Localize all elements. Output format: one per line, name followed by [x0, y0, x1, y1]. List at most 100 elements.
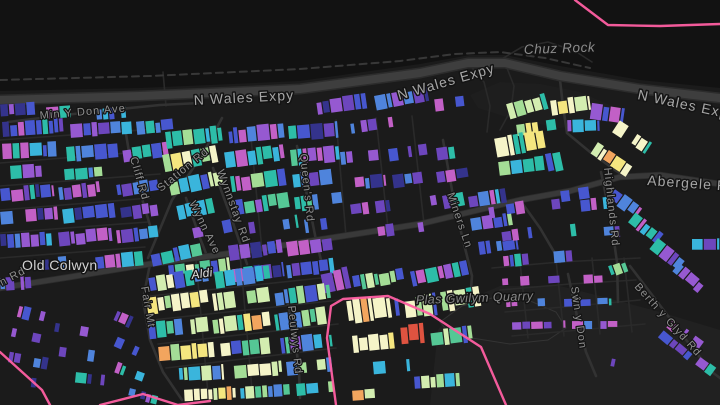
parcel-block[interactable]: [666, 320, 678, 333]
parcel[interactable]: [274, 292, 285, 306]
parcel[interactable]: [120, 206, 133, 218]
parcel[interactable]: [286, 240, 299, 257]
parcel[interactable]: [322, 145, 336, 164]
parcel[interactable]: [158, 346, 171, 362]
parcel[interactable]: [213, 388, 218, 400]
parcel[interactable]: [120, 106, 127, 119]
parcel[interactable]: [291, 262, 301, 277]
parcel[interactable]: [695, 357, 709, 371]
parcel[interactable]: [295, 383, 306, 396]
parcel[interactable]: [557, 100, 569, 115]
parcel-block[interactable]: [148, 316, 209, 340]
parcel[interactable]: [440, 291, 449, 311]
parcel[interactable]: [39, 231, 46, 246]
parcel[interactable]: [620, 162, 633, 177]
parcel-block[interactable]: [135, 118, 174, 135]
parcel[interactable]: [271, 361, 279, 377]
parcel[interactable]: [40, 356, 49, 370]
parcel[interactable]: [552, 151, 564, 172]
parcel[interactable]: [569, 223, 577, 237]
parcel[interactable]: [240, 388, 245, 399]
parcel[interactable]: [176, 204, 187, 221]
parcel[interactable]: [319, 217, 328, 230]
parcel[interactable]: [14, 103, 26, 116]
parcel[interactable]: [603, 226, 614, 236]
parcel[interactable]: [138, 179, 150, 193]
parcel[interactable]: [212, 365, 222, 380]
parcel-block[interactable]: [512, 320, 566, 330]
parcel[interactable]: [619, 108, 625, 124]
parcel[interactable]: [341, 94, 355, 112]
parcel[interactable]: [565, 250, 573, 262]
parcel[interactable]: [535, 130, 546, 149]
parcel[interactable]: [666, 320, 678, 333]
parcel[interactable]: [547, 275, 560, 284]
parcel-block[interactable]: [442, 191, 466, 210]
parcel[interactable]: [704, 363, 717, 377]
parcel[interactable]: [17, 121, 25, 136]
parcel[interactable]: [511, 299, 518, 307]
parcel-block[interactable]: [224, 144, 285, 170]
parcel[interactable]: [134, 370, 145, 382]
parcel-block[interactable]: [95, 250, 144, 271]
parcel-block[interactable]: [589, 102, 625, 124]
parcel-block[interactable]: [16, 305, 46, 324]
parcel-block[interactable]: [158, 341, 215, 362]
parcel[interactable]: [378, 272, 391, 287]
parcel[interactable]: [297, 148, 303, 166]
parcel[interactable]: [406, 358, 411, 372]
parcel-block[interactable]: [488, 200, 526, 219]
parcel[interactable]: [64, 168, 75, 181]
parcel[interactable]: [193, 388, 200, 401]
parcel[interactable]: [223, 315, 238, 332]
parcel[interactable]: [87, 184, 97, 198]
parcel[interactable]: [489, 189, 496, 205]
parcel-block[interactable]: [657, 330, 693, 361]
parcel-block[interactable]: [354, 173, 387, 190]
parcel[interactable]: [240, 176, 252, 192]
parcel[interactable]: [182, 129, 194, 146]
parcel[interactable]: [48, 120, 54, 134]
parcel[interactable]: [87, 374, 92, 384]
parcel[interactable]: [227, 244, 240, 261]
parcel[interactable]: [235, 175, 242, 191]
parcel-block[interactable]: [468, 188, 508, 208]
parcel[interactable]: [218, 258, 227, 272]
parcel-block[interactable]: [64, 166, 103, 181]
parcel[interactable]: [692, 239, 703, 250]
parcel-block[interactable]: [498, 155, 545, 176]
parcel[interactable]: [472, 286, 482, 307]
parcel[interactable]: [96, 109, 103, 120]
parcel[interactable]: [81, 145, 94, 158]
parcel[interactable]: [616, 194, 633, 212]
parcel-block[interactable]: [295, 381, 334, 396]
parcel[interactable]: [160, 250, 175, 265]
parcel[interactable]: [200, 174, 210, 190]
parcel-block[interactable]: [603, 225, 621, 239]
parcel-block[interactable]: [352, 388, 376, 401]
parcel[interactable]: [649, 238, 667, 256]
parcel[interactable]: [323, 122, 335, 138]
parcel[interactable]: [160, 118, 174, 131]
parcel[interactable]: [334, 121, 339, 138]
parcel[interactable]: [97, 122, 110, 135]
parcel[interactable]: [612, 120, 629, 139]
parcel[interactable]: [58, 346, 67, 358]
parcel[interactable]: [560, 190, 571, 203]
parcel[interactable]: [692, 281, 704, 293]
parcel[interactable]: [309, 308, 317, 323]
parcel[interactable]: [243, 200, 256, 214]
parcel[interactable]: [574, 95, 588, 112]
parcel[interactable]: [59, 105, 71, 119]
parcel[interactable]: [668, 339, 679, 349]
parcel[interactable]: [74, 207, 83, 221]
parcel-block[interactable]: [352, 267, 405, 291]
parcel[interactable]: [267, 386, 273, 398]
parcel[interactable]: [275, 239, 283, 254]
parcel[interactable]: [234, 268, 243, 286]
parcel[interactable]: [274, 314, 280, 331]
parcel[interactable]: [608, 298, 612, 306]
parcel[interactable]: [383, 174, 387, 186]
parcel[interactable]: [523, 131, 537, 151]
